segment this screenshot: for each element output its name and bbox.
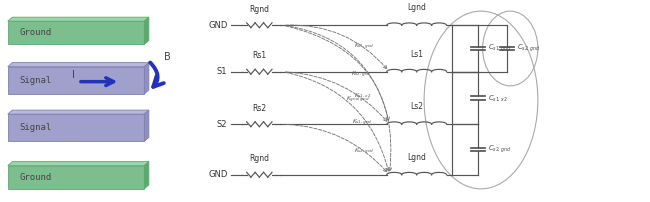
Text: $K_{s1,gnd}$: $K_{s1,gnd}$ <box>354 41 375 52</box>
Text: Rs1: Rs1 <box>252 51 266 60</box>
Polygon shape <box>8 114 144 141</box>
Text: $C_{s1,x2}$: $C_{s1,x2}$ <box>488 93 508 103</box>
Text: $K_{s1,gnd}$: $K_{s1,gnd}$ <box>352 118 373 128</box>
Text: Signal: Signal <box>20 123 52 132</box>
Text: S2: S2 <box>217 120 228 129</box>
FancyArrowPatch shape <box>285 72 389 171</box>
Text: S1: S1 <box>217 67 228 76</box>
FancyArrowPatch shape <box>285 124 387 172</box>
Text: Signal: Signal <box>20 76 52 85</box>
Text: $C_{s2,gnd}$: $C_{s2,gnd}$ <box>517 43 541 54</box>
Polygon shape <box>144 110 149 141</box>
FancyArrowPatch shape <box>285 72 387 121</box>
FancyArrowPatch shape <box>285 26 392 171</box>
Text: Lgnd: Lgnd <box>407 3 426 12</box>
Polygon shape <box>8 63 149 67</box>
Text: $K_{s2,gnd}$: $K_{s2,gnd}$ <box>351 70 372 80</box>
Text: $K_{s1,x2}$: $K_{s1,x2}$ <box>354 92 372 100</box>
Polygon shape <box>8 67 144 94</box>
Polygon shape <box>144 63 149 94</box>
Text: Ground: Ground <box>20 173 52 182</box>
Polygon shape <box>8 110 149 114</box>
Text: Rgnd: Rgnd <box>250 4 269 14</box>
Text: Ls2: Ls2 <box>410 102 423 111</box>
FancyArrowPatch shape <box>285 26 389 121</box>
Text: Rs2: Rs2 <box>252 103 266 113</box>
Text: Ground: Ground <box>20 28 52 37</box>
Polygon shape <box>8 17 149 21</box>
Text: Ls1: Ls1 <box>410 49 423 59</box>
Text: Rgnd: Rgnd <box>250 154 269 163</box>
Text: $C_{s2,gnd}$: $C_{s2,gnd}$ <box>488 144 512 155</box>
FancyArrowPatch shape <box>285 25 387 69</box>
Text: GND: GND <box>208 21 227 30</box>
Text: Lgnd: Lgnd <box>407 153 426 162</box>
Polygon shape <box>144 17 149 44</box>
Text: $C_{s1,gnd}$: $C_{s1,gnd}$ <box>488 43 512 54</box>
Polygon shape <box>8 166 144 189</box>
Polygon shape <box>8 21 144 44</box>
Text: $K_{s2,gnd}$: $K_{s2,gnd}$ <box>354 146 375 157</box>
Text: $K_{gnd,gnd}$: $K_{gnd,gnd}$ <box>346 95 369 105</box>
Text: B: B <box>164 52 170 62</box>
Polygon shape <box>144 162 149 189</box>
Polygon shape <box>8 162 149 166</box>
Text: GND: GND <box>208 170 227 179</box>
Text: I: I <box>72 70 75 80</box>
